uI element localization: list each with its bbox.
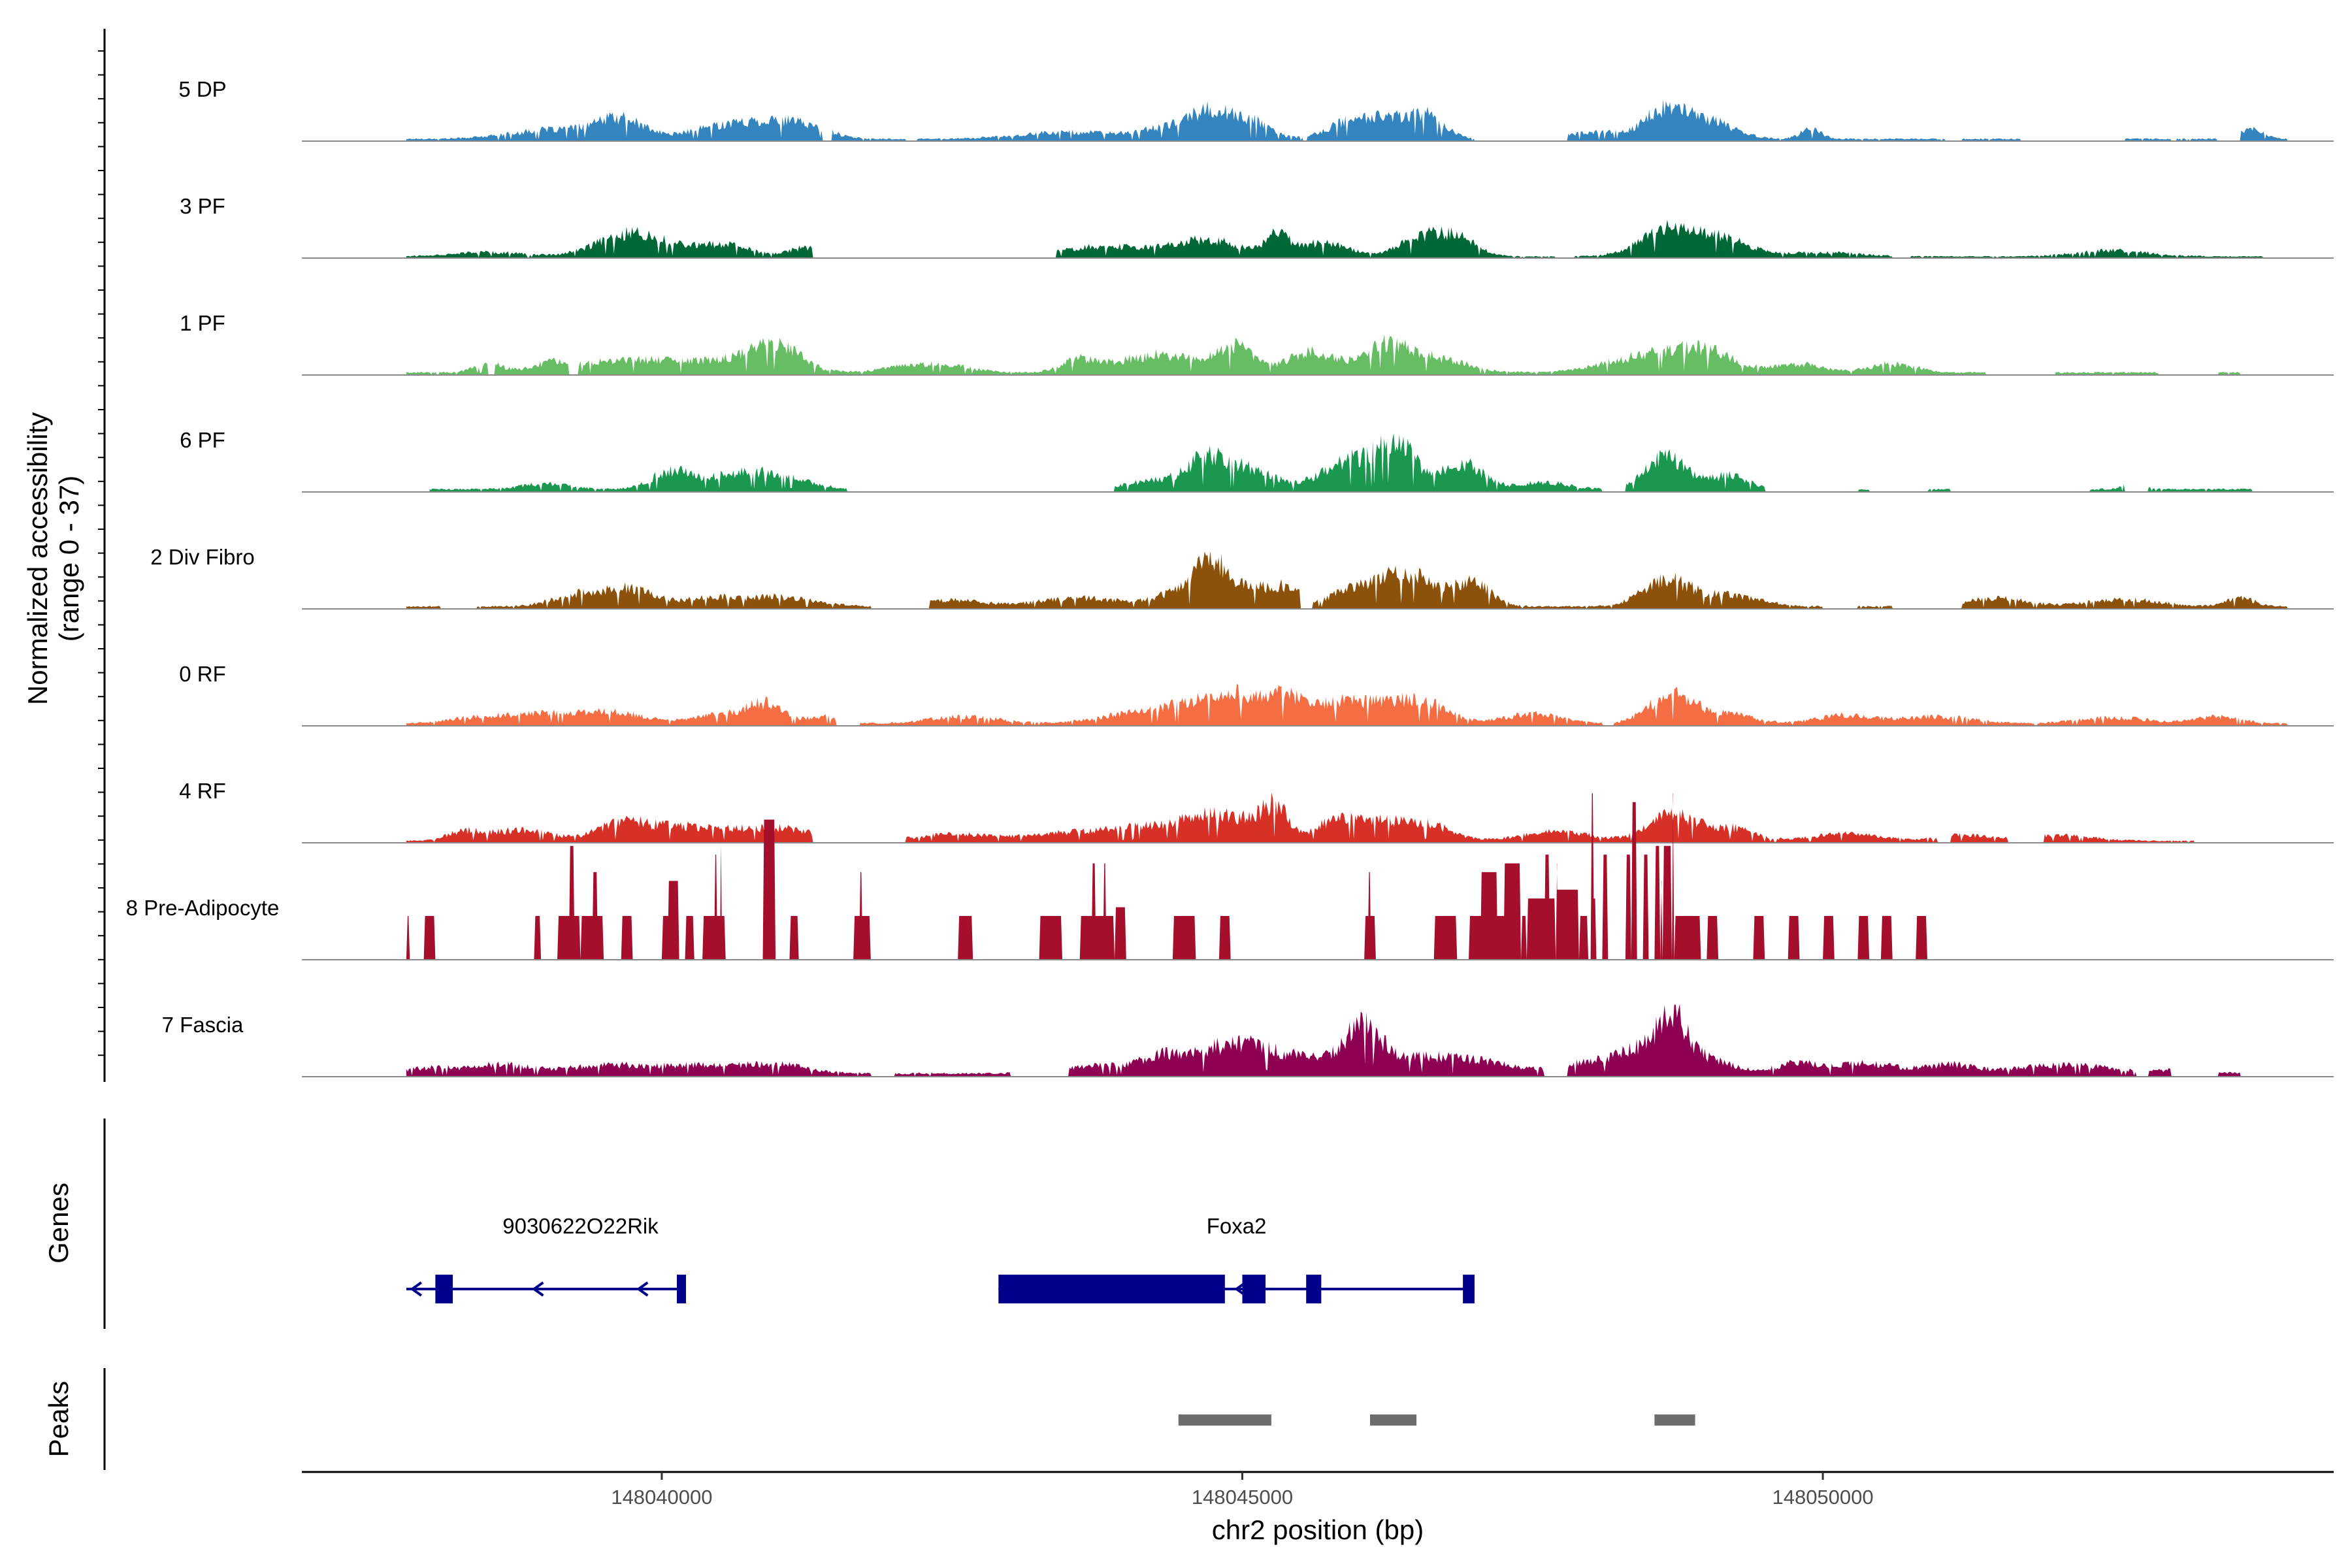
track-7-fascia: 7 Fascia: [162, 1004, 2334, 1077]
peak-region: [1654, 1414, 1695, 1426]
y-axis-title-line-1: Normalized accessibility: [22, 412, 53, 705]
track-label: 2 Div Fibro: [150, 545, 255, 569]
track-label: 8 Pre-Adipocyte: [126, 896, 280, 920]
peak-region: [1178, 1414, 1271, 1426]
gene-exon: [1306, 1275, 1322, 1303]
track-label: 4 RF: [179, 779, 226, 803]
coverage-area: [406, 220, 2264, 258]
coverage-area: [406, 99, 2287, 141]
track-label: 3 PF: [180, 194, 225, 218]
strand-arrow: [410, 1281, 422, 1297]
gene-label: 9030622O22Rik: [502, 1214, 659, 1238]
strand-arrow: [531, 1281, 544, 1297]
gene-exon: [1463, 1275, 1475, 1303]
coverage-area: [406, 1004, 2241, 1077]
strand-arrow: [636, 1281, 649, 1297]
coverage-area: [406, 793, 1928, 960]
peak-regions: [1178, 1414, 1695, 1426]
track-label: 0 RF: [179, 662, 226, 686]
genes-panel-title: Genes: [43, 1183, 74, 1264]
x-axis-ticks: 148040000 148045000 148050000: [611, 1472, 1874, 1509]
gene-exon: [1242, 1275, 1266, 1303]
gene-label: Foxa2: [1207, 1214, 1267, 1238]
peak-region: [1369, 1414, 1417, 1426]
x-axis-title: chr2 position (bp): [1212, 1514, 1424, 1545]
track-4-rf: 4 RF: [179, 779, 2334, 843]
coverage-area: [406, 334, 2241, 375]
coverage-area: [406, 684, 2287, 726]
track-5-dp: 5 DP: [178, 77, 2334, 142]
coverage-area: [429, 433, 2253, 492]
track-label: 5 DP: [178, 77, 226, 101]
gene-foxa2: Foxa2: [998, 1214, 1475, 1303]
gene-exon: [435, 1275, 453, 1303]
coverage-area: [406, 551, 2287, 609]
track-6-pf: 6 PF: [180, 428, 2334, 493]
y-axis-title-line-2: (range 0 - 37): [54, 476, 84, 642]
gene-9030622o22rik: 9030622O22Rik: [406, 1214, 687, 1303]
track-2-div-fibro: 2 Div Fibro: [150, 545, 2334, 610]
track-3-pf: 3 PF: [180, 194, 2334, 259]
gene-exon: [998, 1275, 1225, 1303]
y-axis-title: Normalized accessibility (range 0 - 37): [22, 412, 84, 705]
gene-models: 9030622O22Rik Foxa2: [406, 1214, 1475, 1303]
track-0-rf: 0 RF: [179, 662, 2334, 727]
track-8-pre-adipocyte: 8 Pre-Adipocyte: [126, 793, 2334, 960]
coverage-tracks: 5 DP 3 PF 1 PF 6 PF 2 Div Fibro 0 RF 4 RF 8 Pre…: [126, 77, 2334, 1077]
coverage-area: [406, 792, 2195, 843]
peaks-panel-title: Peaks: [43, 1381, 74, 1458]
x-tick-label: 148050000: [1772, 1486, 1873, 1509]
track-label: 7 Fascia: [162, 1013, 244, 1037]
track-1-pf: 1 PF: [180, 311, 2334, 376]
gene-exon: [677, 1275, 687, 1303]
x-tick-label: 148040000: [611, 1486, 712, 1509]
strand-arrow: [1234, 1281, 1247, 1297]
track-label: 1 PF: [180, 311, 225, 335]
coverage-y-ticks: [98, 50, 105, 1056]
x-tick-label: 148045000: [1192, 1486, 1293, 1509]
track-label: 6 PF: [180, 428, 225, 452]
